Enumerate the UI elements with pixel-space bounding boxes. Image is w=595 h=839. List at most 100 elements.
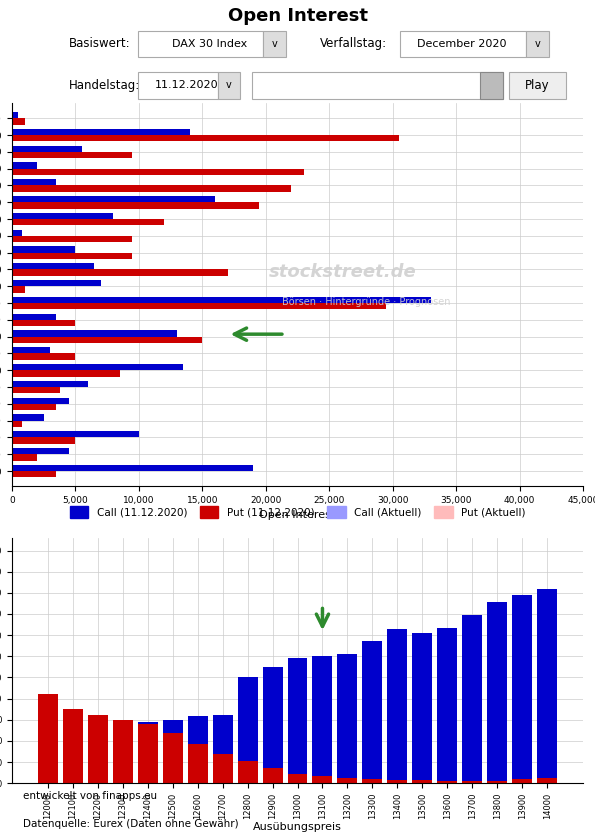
X-axis label: Open Interest: Open Interest <box>259 510 336 520</box>
Bar <box>12 454 37 461</box>
Bar <box>337 778 358 783</box>
Bar <box>12 465 253 471</box>
Bar <box>512 779 532 783</box>
Bar <box>88 716 108 783</box>
Bar <box>12 398 69 404</box>
Bar <box>12 320 76 326</box>
Bar <box>12 353 76 360</box>
Bar <box>362 642 383 783</box>
Bar <box>262 768 283 783</box>
Bar <box>12 236 133 242</box>
Bar <box>412 780 433 783</box>
Bar <box>38 732 58 783</box>
Bar <box>462 780 482 783</box>
Bar <box>12 297 431 303</box>
Bar <box>412 633 433 783</box>
Bar <box>12 196 215 202</box>
Text: December 2020: December 2020 <box>418 39 507 49</box>
Bar <box>12 431 139 437</box>
Bar <box>212 715 233 783</box>
Bar <box>537 589 557 783</box>
Text: v: v <box>272 39 277 49</box>
FancyBboxPatch shape <box>137 31 263 57</box>
Bar <box>12 169 304 175</box>
Bar <box>462 615 482 783</box>
Bar <box>537 778 557 783</box>
Bar <box>12 213 114 219</box>
Bar <box>312 776 333 783</box>
Bar <box>63 709 83 783</box>
Legend: Call (11.12.2020), Put (11.12.2020), Call (Aktuell), Put (Aktuell): Call (11.12.2020), Put (11.12.2020), Cal… <box>70 506 525 518</box>
Text: Handelstag:: Handelstag: <box>69 79 140 91</box>
Bar <box>312 656 333 783</box>
Text: Verfallstag:: Verfallstag: <box>320 37 387 50</box>
FancyBboxPatch shape <box>263 31 286 57</box>
Bar <box>12 253 133 259</box>
Bar <box>12 414 43 420</box>
Bar <box>12 145 82 152</box>
Text: Basiswert:: Basiswert: <box>69 37 131 50</box>
Bar <box>362 779 383 783</box>
FancyBboxPatch shape <box>480 72 503 99</box>
Bar <box>287 774 308 783</box>
Bar <box>12 219 164 226</box>
Bar <box>487 602 507 783</box>
Bar <box>437 628 458 783</box>
Bar <box>137 724 158 783</box>
Text: 11.12.2020: 11.12.2020 <box>155 81 218 91</box>
Bar <box>113 724 133 783</box>
Text: Datenquelle: Eurex (Daten ohne Gewähr): Datenquelle: Eurex (Daten ohne Gewähr) <box>23 820 239 829</box>
Bar <box>437 780 458 783</box>
Text: v: v <box>534 39 540 49</box>
Bar <box>287 659 308 783</box>
Bar <box>12 387 60 393</box>
Bar <box>12 303 386 310</box>
FancyBboxPatch shape <box>400 31 526 57</box>
Text: Play: Play <box>525 79 550 91</box>
Bar <box>113 720 133 783</box>
FancyBboxPatch shape <box>252 72 503 99</box>
Text: v: v <box>226 81 232 91</box>
Text: Open Interest: Open Interest <box>227 8 368 25</box>
Bar <box>12 135 399 142</box>
Bar <box>12 112 18 118</box>
Text: DAX 30 Index: DAX 30 Index <box>172 39 247 49</box>
Bar <box>12 179 57 185</box>
Bar <box>12 437 76 444</box>
Bar <box>63 728 83 783</box>
Bar <box>337 654 358 783</box>
Bar <box>512 595 532 783</box>
FancyBboxPatch shape <box>137 72 218 99</box>
Bar <box>12 314 57 320</box>
Bar <box>187 717 208 783</box>
Bar <box>12 118 24 125</box>
Bar <box>262 667 283 783</box>
Bar <box>12 230 22 236</box>
Bar <box>12 286 24 293</box>
Bar <box>12 347 50 353</box>
Bar <box>12 202 259 209</box>
Bar <box>38 695 58 783</box>
Bar <box>12 336 202 343</box>
Bar <box>12 370 120 377</box>
FancyBboxPatch shape <box>509 72 566 99</box>
Bar <box>12 404 57 410</box>
Bar <box>12 162 37 169</box>
Bar <box>12 364 183 370</box>
Bar <box>387 628 408 783</box>
Bar <box>12 185 291 192</box>
Bar <box>137 722 158 783</box>
Bar <box>12 381 88 387</box>
Text: Börsen · Hintergründe · Prognosen: Börsen · Hintergründe · Prognosen <box>282 297 450 307</box>
FancyBboxPatch shape <box>218 72 240 99</box>
Bar <box>12 280 101 286</box>
Text: entwickelt von finapps.eu: entwickelt von finapps.eu <box>23 791 158 801</box>
Bar <box>12 247 76 253</box>
Bar <box>487 780 507 783</box>
FancyBboxPatch shape <box>526 31 549 57</box>
Bar <box>88 726 108 783</box>
Bar <box>12 269 228 276</box>
Bar <box>237 677 258 783</box>
X-axis label: Ausübungspreis: Ausübungspreis <box>253 822 342 832</box>
Bar <box>12 152 133 159</box>
